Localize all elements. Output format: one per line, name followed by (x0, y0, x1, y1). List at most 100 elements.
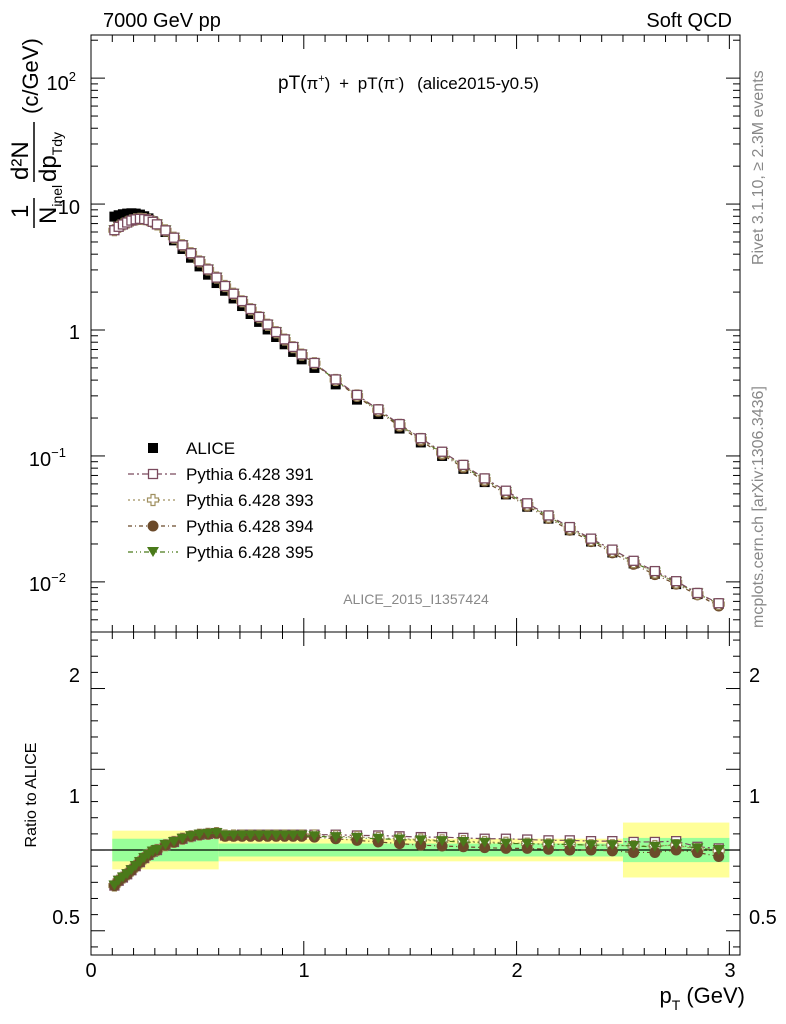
ratio-data-point (202, 828, 215, 839)
header-right: Soft QCD (646, 10, 732, 32)
ratio-data-point (278, 830, 291, 841)
legend-label: Pythia 6.428 393 (186, 491, 314, 510)
ratio-data-point (150, 845, 163, 856)
main-data-point (168, 232, 180, 243)
ratio-data-point (270, 830, 283, 841)
ratio-data-point (308, 831, 321, 842)
main-y-tick-label-100: 102 (47, 69, 76, 95)
ratio-data-point (712, 845, 725, 856)
main-data-point (245, 303, 256, 315)
ratio-y-tick-label-2: 2 (69, 665, 80, 687)
legend-marker (146, 493, 160, 507)
ratio-data-point (295, 830, 308, 841)
main-data-point (309, 357, 320, 369)
ratio-data-point (670, 839, 683, 850)
main-data-point (692, 587, 703, 599)
ratio-plot-data (108, 826, 725, 892)
main-data-point (373, 404, 384, 415)
main-y-axis-label: 1 Ninel d²N dpTdy (c/GeV) (7, 38, 65, 228)
main-data-point (330, 374, 341, 385)
main-data-point (270, 326, 282, 338)
ratio-data-point (627, 840, 640, 851)
ratio-data-point (628, 846, 640, 858)
ratio-data-point (372, 833, 385, 844)
main-data-point (500, 485, 512, 496)
ratio-data-point (167, 836, 180, 847)
main-data-point (436, 446, 448, 457)
ratio-data-point (414, 835, 427, 846)
ratio-data-point (542, 839, 555, 850)
legend-marker (147, 547, 159, 557)
svg-text:Ninel: Ninel (35, 185, 65, 224)
ratio-y-tick-label-0.5: 0.5 (52, 907, 80, 929)
x-axis-label: pT (GeV) (660, 983, 746, 1013)
x-tick-label-0: 0 (85, 960, 96, 982)
ratio-data-point (585, 840, 598, 851)
ratio-data-point (176, 833, 189, 844)
main-data-point (713, 598, 724, 609)
ratio-data-point (159, 840, 172, 851)
legend-marker (147, 468, 159, 480)
main-y-tick-label-10: 10 (58, 197, 80, 219)
main-data-point (202, 264, 214, 275)
ratio-data-point (563, 839, 576, 850)
main-data-point (185, 248, 197, 259)
analysis-id: ALICE_2015_I1357424 (343, 591, 489, 607)
main-data-point (564, 521, 575, 533)
main-y-tick-label-1: 1 (69, 322, 80, 344)
ratio-data-point (227, 830, 240, 841)
main-data-point (585, 533, 597, 544)
ratio-data-point (193, 829, 206, 840)
ratio-data-point (564, 844, 576, 856)
main-data-point (415, 433, 426, 444)
legend-label: Pythia 6.428 394 (186, 517, 314, 536)
main-data-point (628, 555, 639, 566)
ratio-data-point (236, 830, 249, 841)
main-data-point (607, 544, 618, 555)
legend-marker (147, 520, 159, 532)
x-tick-label-3: 3 (724, 960, 735, 982)
ratio-y-axis-label: Ratio to ALICE (23, 743, 40, 848)
main-y-tick-label-0.01: 10−2 (29, 570, 66, 596)
legend-marker (148, 443, 158, 453)
ratio-y-tick-label-right-2: 2 (749, 665, 760, 687)
header-left: 7000 GeV pp (103, 10, 221, 32)
main-data-point (262, 319, 273, 330)
ratio-data-point (521, 838, 534, 849)
main-data-point (219, 280, 231, 292)
side-label-rivet: Rivet 3.1.10, ≥ 2.3M events (750, 70, 767, 265)
main-data-point (351, 389, 363, 401)
main-data-point (649, 565, 661, 577)
main-y-tick-label-0.1: 10−1 (29, 445, 66, 471)
main-data-point-alice (109, 211, 120, 222)
main-data-point (671, 576, 682, 587)
ratio-data-point (287, 830, 300, 841)
svg-text:d²N: d²N (7, 141, 34, 180)
main-data-point (236, 295, 248, 307)
ratio-data-point (606, 845, 618, 857)
main-data-point (296, 349, 307, 360)
ratio-data-point (499, 838, 512, 849)
main-data-point (253, 311, 265, 323)
ratio-y-tick-label-right-0.5: 0.5 (749, 907, 777, 929)
ratio-data-point (261, 830, 274, 841)
main-plot-title: pT(π+) + pT(π-) (alice2015-y0.5) (278, 73, 539, 94)
legend-label: ALICE (186, 439, 235, 458)
main-plot-data (108, 208, 725, 612)
main-data-point (279, 334, 290, 345)
ratio-data-point (350, 832, 363, 843)
ratio-data-point (457, 836, 470, 847)
main-data-point (211, 272, 222, 283)
legend-label: Pythia 6.428 395 (186, 543, 314, 562)
main-data-point (177, 240, 188, 251)
ratio-plot-frame (90, 631, 741, 956)
main-data-point (160, 225, 171, 236)
svg-text:1: 1 (7, 205, 34, 218)
main-data-point (287, 341, 299, 353)
main-data-point (479, 473, 490, 484)
ratio-data-point (713, 850, 725, 862)
side-label-mcplots: mcplots.cern.ch [arXiv:1306.3436] (750, 386, 767, 628)
main-data-point (151, 219, 163, 230)
main-data-point (543, 510, 554, 521)
ratio-data-point (244, 830, 257, 841)
